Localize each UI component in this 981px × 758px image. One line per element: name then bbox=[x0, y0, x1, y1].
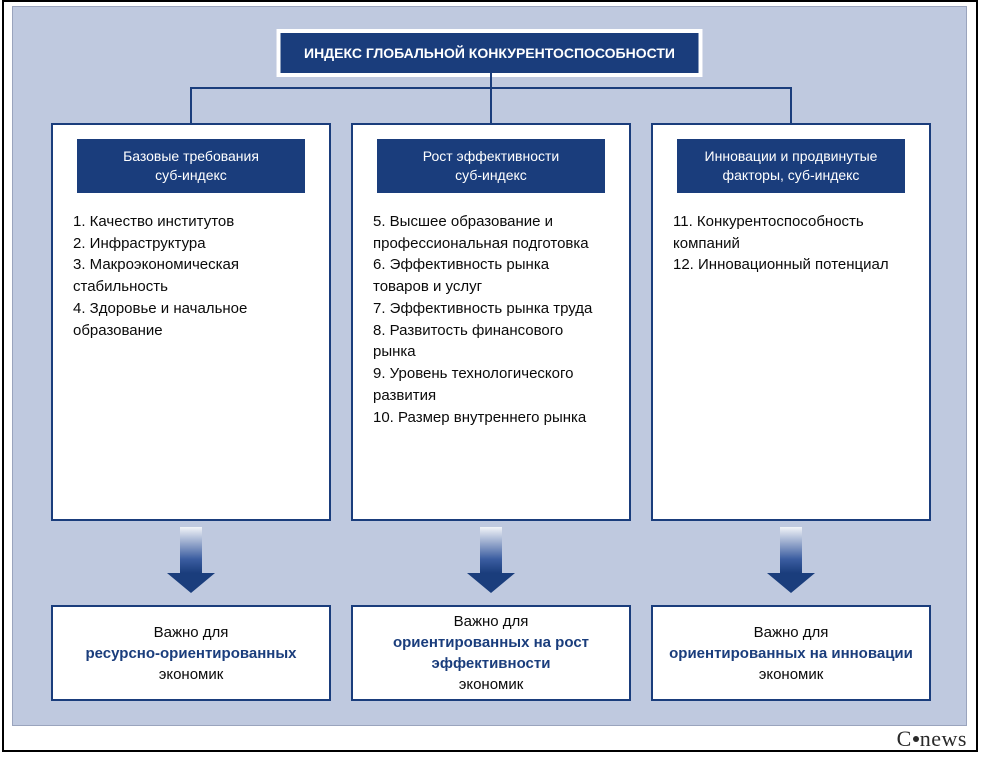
header-line: Базовые требования bbox=[123, 148, 259, 164]
watermark-news: news bbox=[920, 726, 967, 751]
bottom-emphasis: ориентированных на рост эффективности bbox=[393, 634, 589, 672]
dot-icon bbox=[913, 736, 919, 742]
connector bbox=[190, 87, 192, 123]
pillar-basic-requirements: Базовые требования суб-индекс 1. Качеств… bbox=[51, 123, 331, 521]
header-line: суб-индекс bbox=[455, 167, 527, 183]
pillar-efficiency-enhancers: Рост эффективности суб-индекс 5. Высшее … bbox=[351, 123, 631, 521]
header-line: Рост эффективности bbox=[423, 148, 559, 164]
bottom-emphasis: ресурсно-ориентированных bbox=[86, 645, 297, 662]
pillar-header: Рост эффективности суб-индекс bbox=[377, 139, 605, 193]
arrow-down-icon bbox=[167, 527, 215, 593]
bottom-post: экономик bbox=[459, 676, 524, 693]
pillar-items: 11. Конкурентоспособность компаний 12. И… bbox=[667, 211, 915, 276]
header-line: факторы, суб-индекс bbox=[723, 167, 860, 183]
pillar-header: Базовые требования суб-индекс bbox=[77, 139, 305, 193]
main-title: ИНДЕКС ГЛОБАЛЬНОЙ КОНКУРЕНТОСПОСОБНОСТИ bbox=[276, 29, 703, 77]
pillar-items: 1. Качество институтов 2. Инфраструктура… bbox=[67, 211, 315, 342]
watermark-c: C bbox=[897, 726, 912, 751]
connector bbox=[490, 87, 492, 123]
importance-box-efficiency: Важно для ориентированных на рост эффект… bbox=[351, 605, 631, 701]
arrow-down-icon bbox=[467, 527, 515, 593]
bottom-post: экономик bbox=[759, 666, 824, 683]
pillar-innovation-factors: Инновации и продвинутые факторы, суб-инд… bbox=[651, 123, 931, 521]
importance-box-innovation: Важно для ориентированных на инновации э… bbox=[651, 605, 931, 701]
importance-box-resource: Важно для ресурсно-ориентированных эконо… bbox=[51, 605, 331, 701]
bottom-pre: Важно для bbox=[754, 624, 829, 641]
bottom-emphasis: ориентированных на инновации bbox=[669, 645, 913, 662]
connector bbox=[790, 87, 792, 123]
header-line: Инновации и продвинутые bbox=[705, 148, 878, 164]
header-line: суб-индекс bbox=[155, 167, 227, 183]
arrow-down-icon bbox=[767, 527, 815, 593]
bottom-post: экономик bbox=[159, 666, 224, 683]
bottom-pre: Важно для bbox=[154, 624, 229, 641]
pillar-items: 5. Высшее образование и профессиональная… bbox=[367, 211, 615, 429]
bottom-pre: Важно для bbox=[454, 613, 529, 630]
connector bbox=[490, 71, 492, 87]
diagram-canvas: ИНДЕКС ГЛОБАЛЬНОЙ КОНКУРЕНТОСПОСОБНОСТИ … bbox=[12, 6, 967, 726]
pillar-header: Инновации и продвинутые факторы, суб-инд… bbox=[677, 139, 905, 193]
source-watermark: Cnews bbox=[897, 726, 967, 752]
